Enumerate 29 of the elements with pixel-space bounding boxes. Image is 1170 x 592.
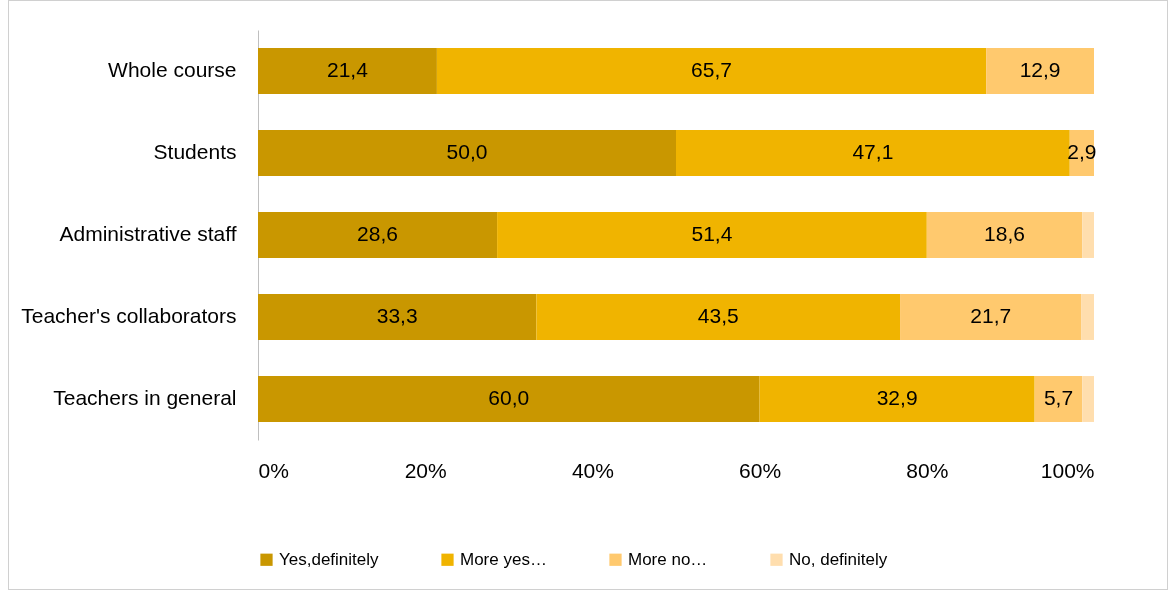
data-label: 33,3 (376, 304, 418, 327)
data-label: 28,6 (357, 222, 398, 245)
data-label: 18,6 (984, 222, 1025, 245)
x-tick-label: 80% (906, 458, 949, 482)
x-tick-label: 100% (1040, 458, 1095, 482)
data-label: 32,9 (876, 386, 918, 409)
y-tick-label: Teacher's collaborators (21, 304, 237, 327)
data-label: 60,0 (488, 386, 530, 409)
data-label: 21,7 (970, 304, 1012, 327)
x-tick-label: 0% (258, 458, 289, 482)
data-label: 21,4 (327, 58, 369, 81)
y-tick-label: Administrative staff (59, 222, 237, 245)
x-tick-label: 40% (571, 458, 614, 482)
x-tick-label: 60% (739, 458, 782, 482)
legend-label: More no… (628, 549, 708, 569)
data-label: 12,9 (1019, 58, 1061, 81)
data-label: 51,4 (691, 222, 733, 245)
y-tick-label: Teachers in general (53, 386, 237, 409)
data-label: 5,7 (1043, 386, 1074, 409)
data-label: 47,1 (852, 140, 894, 163)
x-tick-label: 20% (404, 458, 447, 482)
legend-label: More yes… (460, 549, 547, 569)
data-label: 65,7 (691, 58, 732, 81)
data-label: 43,5 (697, 304, 739, 327)
legend-label: Yes,definitely (279, 549, 380, 569)
data-label: 50,0 (446, 140, 488, 163)
y-tick-label: Students (153, 140, 237, 163)
legend-label: No, definitely (789, 549, 888, 569)
y-tick-label: Whole course (108, 58, 237, 81)
